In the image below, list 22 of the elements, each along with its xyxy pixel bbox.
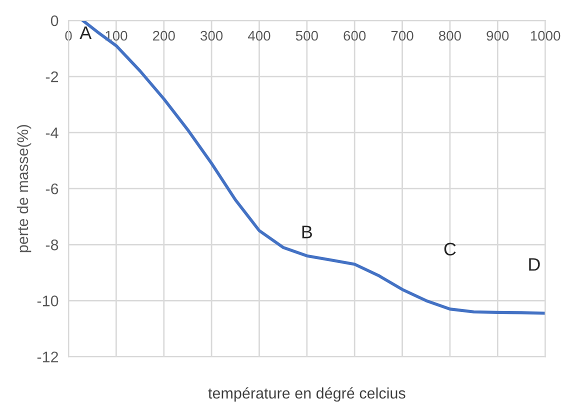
annotation: A — [80, 26, 92, 39]
y-tick-label: 0 — [50, 15, 58, 26]
y-tick-label: -12 — [37, 352, 58, 362]
x-tick-label: 1000 — [530, 30, 560, 41]
annotation: D — [529, 258, 540, 271]
annotation: C — [444, 242, 456, 256]
x-tick-label: 800 — [438, 30, 461, 41]
x-tick-label: 300 — [200, 30, 223, 41]
y-tick-label: -10 — [37, 296, 58, 306]
y-tick-label: -8 — [46, 240, 58, 250]
y-axis-title: perte de masse(%) — [16, 125, 32, 252]
x-tick-label: 200 — [152, 30, 175, 41]
y-tick-label: -2 — [46, 71, 58, 82]
x-tick-label: 500 — [296, 30, 318, 41]
annotation: B — [302, 226, 312, 238]
x-tick-label: 700 — [391, 30, 414, 41]
x-tick-label: 600 — [344, 30, 366, 41]
x-axis-title: température en dégré celcius — [208, 387, 406, 402]
x-tick-label: 900 — [486, 30, 509, 41]
x-tick-label: 400 — [248, 30, 270, 41]
y-tick-label: -4 — [46, 128, 58, 138]
y-tick-label: -6 — [46, 183, 58, 194]
